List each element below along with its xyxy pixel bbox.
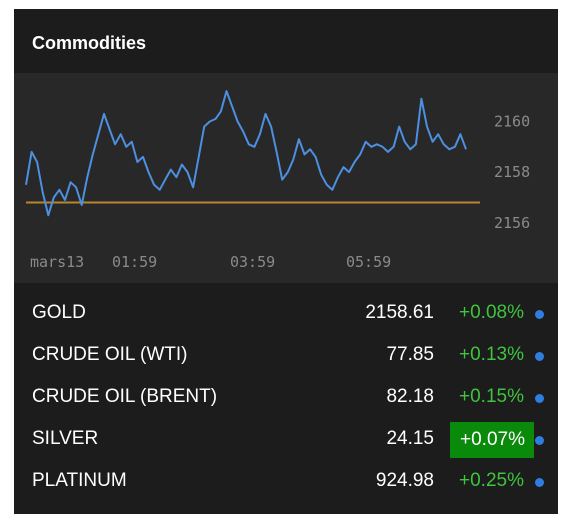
commodity-row-gold[interactable]: GOLD 2158.61 +0.08% [14,292,558,334]
commodity-price: 24.15 [386,428,434,449]
commodity-change-highlighted: +0.07% [450,422,534,458]
commodity-change: +0.25% [459,470,524,491]
status-dot-icon [535,436,544,445]
x-tick-label: 03:59 [230,253,275,271]
commodity-price: 77.85 [386,344,434,365]
commodity-price: 2158.61 [365,302,434,323]
series-line [25,90,467,217]
x-tick-label: mars13 [30,253,84,271]
x-tick-label: 05:59 [346,253,391,271]
y-tick-label: 2160 [494,113,530,131]
commodity-name: SILVER [32,428,99,449]
commodity-row-silver[interactable]: SILVER 24.15 +0.07% [14,418,558,460]
commodity-price: 82.18 [386,386,434,407]
commodities-list: GOLD 2158.61 +0.08% CRUDE OIL (WTI) 77.8… [14,283,558,514]
commodity-row-crude-oil-brent[interactable]: CRUDE OIL (BRENT) 82.18 +0.15% [14,376,558,418]
commodity-change: +0.08% [459,302,524,323]
commodities-widget: Commodities 2160 2158 2156 mars13 01:59 03:59… [14,9,558,514]
y-tick-label: 2158 [494,163,530,181]
commodity-change: +0.15% [459,386,524,407]
commodity-name: CRUDE OIL (WTI) [32,344,188,365]
x-tick-label: 01:59 [112,253,157,271]
commodity-name: CRUDE OIL (BRENT) [32,386,218,407]
commodity-name: PLATINUM [32,470,127,491]
commodity-row-crude-oil-wti[interactable]: CRUDE OIL (WTI) 77.85 +0.13% [14,334,558,376]
status-dot-icon [535,352,544,361]
commodity-row-platinum[interactable]: PLATINUM 924.98 +0.25% [14,460,558,502]
chart-svg: 2160 2158 2156 mars13 01:59 03:59 05:59 [25,90,530,271]
status-dot-icon [535,310,544,319]
widget-title: Commodities [32,33,147,53]
commodity-price: 924.98 [375,470,434,491]
status-dot-icon [535,478,544,487]
price-chart[interactable]: 2160 2158 2156 mars13 01:59 03:59 05:59 [14,73,558,283]
commodity-change: +0.13% [459,344,524,365]
widget-header: Commodities [14,9,558,73]
commodity-name: GOLD [32,302,86,323]
status-dot-icon [535,394,544,403]
y-tick-label: 2156 [494,214,530,232]
